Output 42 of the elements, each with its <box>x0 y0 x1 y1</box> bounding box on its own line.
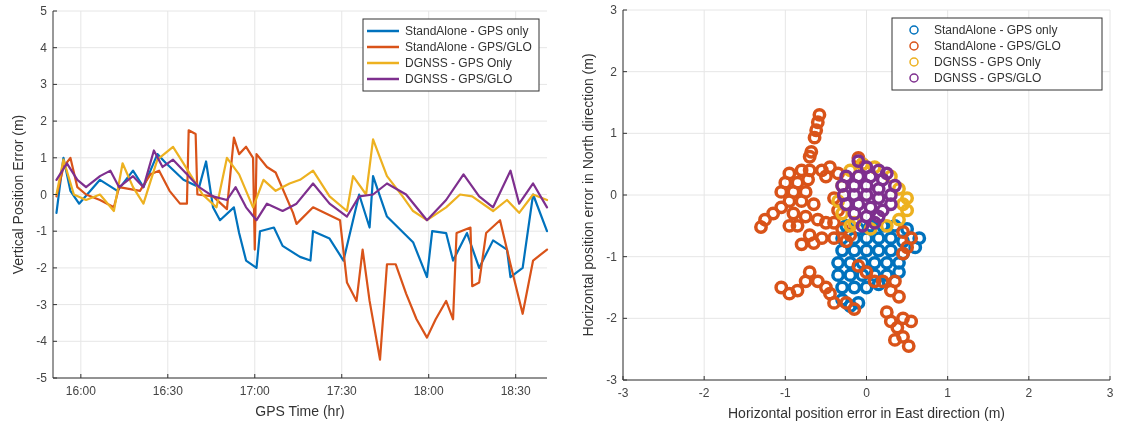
legend-label: DGNSS - GPS Only <box>405 56 512 70</box>
legend-label: DGNSS - GPS/GLO <box>934 71 1042 85</box>
x-tick-label: 18:30 <box>500 384 532 398</box>
x-tick-label: 0 <box>863 386 871 400</box>
y-tick-label: -1 <box>36 224 48 239</box>
y-tick-label: -2 <box>606 311 618 326</box>
x-tick-label: 16:00 <box>65 384 97 398</box>
x-axis-title: Horizontal position error in East direction (m) <box>728 405 1005 421</box>
legend-label: StandAlone - GPS/GLO <box>405 40 532 54</box>
y-tick-label: -3 <box>36 297 48 312</box>
x-tick-label: 16:30 <box>152 384 184 398</box>
x-tick-label: 2 <box>1025 386 1033 400</box>
y-axis-title: Vertical Position Error (m) <box>10 114 26 275</box>
x-tick-label: -1 <box>780 386 791 400</box>
y-tick-label: -1 <box>606 249 618 264</box>
y-tick-label: 2 <box>610 64 618 79</box>
y-tick-label: 3 <box>40 77 48 92</box>
x-tick-label: 18:00 <box>413 384 445 398</box>
y-tick-label: 2 <box>40 114 48 129</box>
y-tick-label: -2 <box>36 260 48 275</box>
x-tick-label: 17:00 <box>239 384 271 398</box>
legend-label: StandAlone - GPS only <box>934 23 1058 37</box>
x-tick-label: -2 <box>698 386 710 400</box>
y-tick-label: 0 <box>40 187 48 202</box>
y-tick-label: 5 <box>40 4 48 18</box>
x-axis-title: GPS Time (hr) <box>255 403 345 419</box>
legend-label: DGNSS - GPS/GLO <box>405 72 513 86</box>
y-tick-label: -5 <box>36 371 48 385</box>
y-tick-label: -3 <box>606 373 618 387</box>
x-tick-label: 1 <box>944 386 952 400</box>
y-tick-label: 3 <box>610 3 618 17</box>
x-tick-label: 3 <box>1106 386 1114 400</box>
y-tick-label: 0 <box>610 188 618 202</box>
y-axis-title: Horizontal position error in North direction (m) <box>580 53 596 337</box>
y-tick-label: 4 <box>40 40 48 55</box>
y-tick-label: 1 <box>40 150 48 165</box>
y-tick-label: -4 <box>36 334 48 349</box>
legend-label: StandAlone - GPS/GLO <box>934 39 1061 53</box>
x-tick-label: 17:30 <box>326 384 358 398</box>
y-tick-label: 1 <box>610 126 618 141</box>
legend-label: DGNSS - GPS Only <box>934 55 1041 69</box>
legend-label: StandAlone - GPS only <box>405 24 529 38</box>
